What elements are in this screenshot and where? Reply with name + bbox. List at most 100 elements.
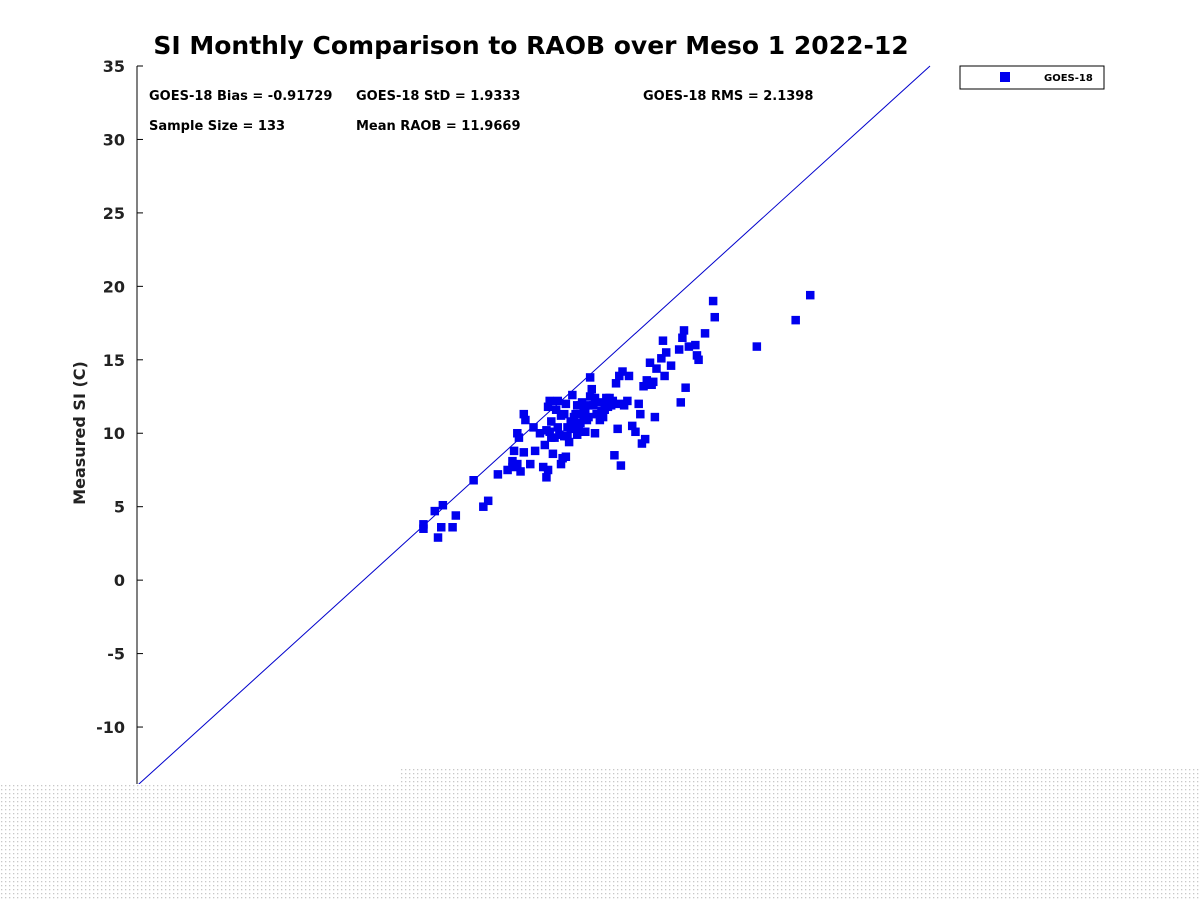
data-point xyxy=(640,434,650,444)
data-point xyxy=(563,431,572,441)
data-point xyxy=(545,427,554,437)
data-point xyxy=(563,423,572,432)
data-point xyxy=(589,401,598,410)
data-point xyxy=(513,428,522,438)
data-point xyxy=(508,456,517,466)
data-point xyxy=(616,461,626,470)
legend: GOES-18 xyxy=(959,65,1105,90)
data-point xyxy=(791,315,800,325)
data-point xyxy=(555,430,564,439)
data-point xyxy=(657,354,666,363)
data-point xyxy=(674,345,684,354)
data-point xyxy=(483,496,493,506)
data-point xyxy=(535,428,545,438)
data-point xyxy=(610,451,619,460)
stat-rms: GOES-18 RMS = 2.1398 xyxy=(643,89,813,104)
data-point xyxy=(692,351,702,360)
data-point xyxy=(590,393,600,403)
data-point xyxy=(752,342,762,351)
data-point xyxy=(576,418,585,428)
data-point xyxy=(516,467,525,476)
data-point xyxy=(548,449,558,459)
data-point xyxy=(650,412,660,422)
data-point xyxy=(569,412,579,422)
data-point xyxy=(666,361,676,370)
data-point xyxy=(618,367,627,376)
data-point xyxy=(545,396,554,406)
stat-bias: GOES-18 Bias = -0.91729 xyxy=(149,89,332,104)
data-point xyxy=(572,430,582,439)
data-point xyxy=(529,423,538,432)
data-point xyxy=(627,421,637,431)
y-tick-label: 5 xyxy=(114,498,125,517)
data-point xyxy=(514,433,524,442)
data-point xyxy=(543,402,553,412)
data-point xyxy=(652,364,661,373)
data-point xyxy=(543,465,553,475)
data-point xyxy=(658,336,668,345)
data-point xyxy=(661,348,671,357)
data-point xyxy=(469,476,478,485)
stat-std: GOES-18 StD = 1.9333 xyxy=(356,89,520,104)
data-point xyxy=(561,452,571,461)
data-point xyxy=(553,423,563,432)
data-point xyxy=(526,459,535,469)
data-points xyxy=(419,290,815,542)
data-point xyxy=(564,437,574,447)
data-point xyxy=(530,446,540,456)
data-point xyxy=(619,401,629,410)
data-point xyxy=(561,399,571,409)
y-tick-label: 25 xyxy=(103,204,125,223)
dotted-overlay-texture xyxy=(0,767,1200,900)
data-point xyxy=(708,296,718,306)
data-point xyxy=(579,404,588,413)
legend-box xyxy=(959,65,1105,90)
data-point xyxy=(679,326,689,335)
data-point xyxy=(624,371,634,381)
data-point xyxy=(430,506,440,516)
data-point xyxy=(631,427,640,437)
data-point xyxy=(574,423,584,432)
data-point xyxy=(433,533,443,542)
data-point xyxy=(419,524,428,533)
y-tick-label: -10 xyxy=(96,718,125,737)
y-axis-ticks: -10 -5 0 5 10 15 20 25 30 35 xyxy=(96,57,143,737)
data-point xyxy=(572,401,582,410)
data-point xyxy=(556,411,566,420)
data-point xyxy=(615,371,624,381)
data-point xyxy=(519,409,529,419)
data-point xyxy=(585,373,595,382)
y-axis-label: Measured SI (C) xyxy=(70,361,89,505)
data-point xyxy=(584,401,593,410)
data-point xyxy=(547,417,556,426)
data-point xyxy=(553,396,563,406)
data-point xyxy=(551,405,561,414)
data-point xyxy=(598,412,608,422)
data-point xyxy=(542,473,551,482)
data-point xyxy=(613,424,622,434)
y-tick-label: 20 xyxy=(103,277,125,296)
data-point xyxy=(585,392,595,401)
data-point xyxy=(710,312,720,322)
y-tick-label: 15 xyxy=(103,351,125,370)
data-point xyxy=(694,355,703,365)
data-point xyxy=(637,439,647,448)
data-point xyxy=(676,398,686,407)
stat-sample-size: Sample Size = 133 xyxy=(149,119,285,134)
data-point xyxy=(590,428,600,438)
data-point xyxy=(519,448,529,457)
data-point xyxy=(577,398,587,407)
y-tick-label: 10 xyxy=(103,424,125,443)
data-point xyxy=(611,379,621,388)
data-point xyxy=(556,459,566,469)
data-point xyxy=(584,412,593,422)
data-point xyxy=(550,433,559,442)
data-point xyxy=(605,393,614,403)
data-point xyxy=(649,377,658,387)
data-point xyxy=(437,523,446,532)
data-point xyxy=(593,398,603,407)
y-tick-label: 30 xyxy=(103,130,125,149)
data-point xyxy=(684,342,694,351)
y-tick-label: -5 xyxy=(107,645,125,664)
